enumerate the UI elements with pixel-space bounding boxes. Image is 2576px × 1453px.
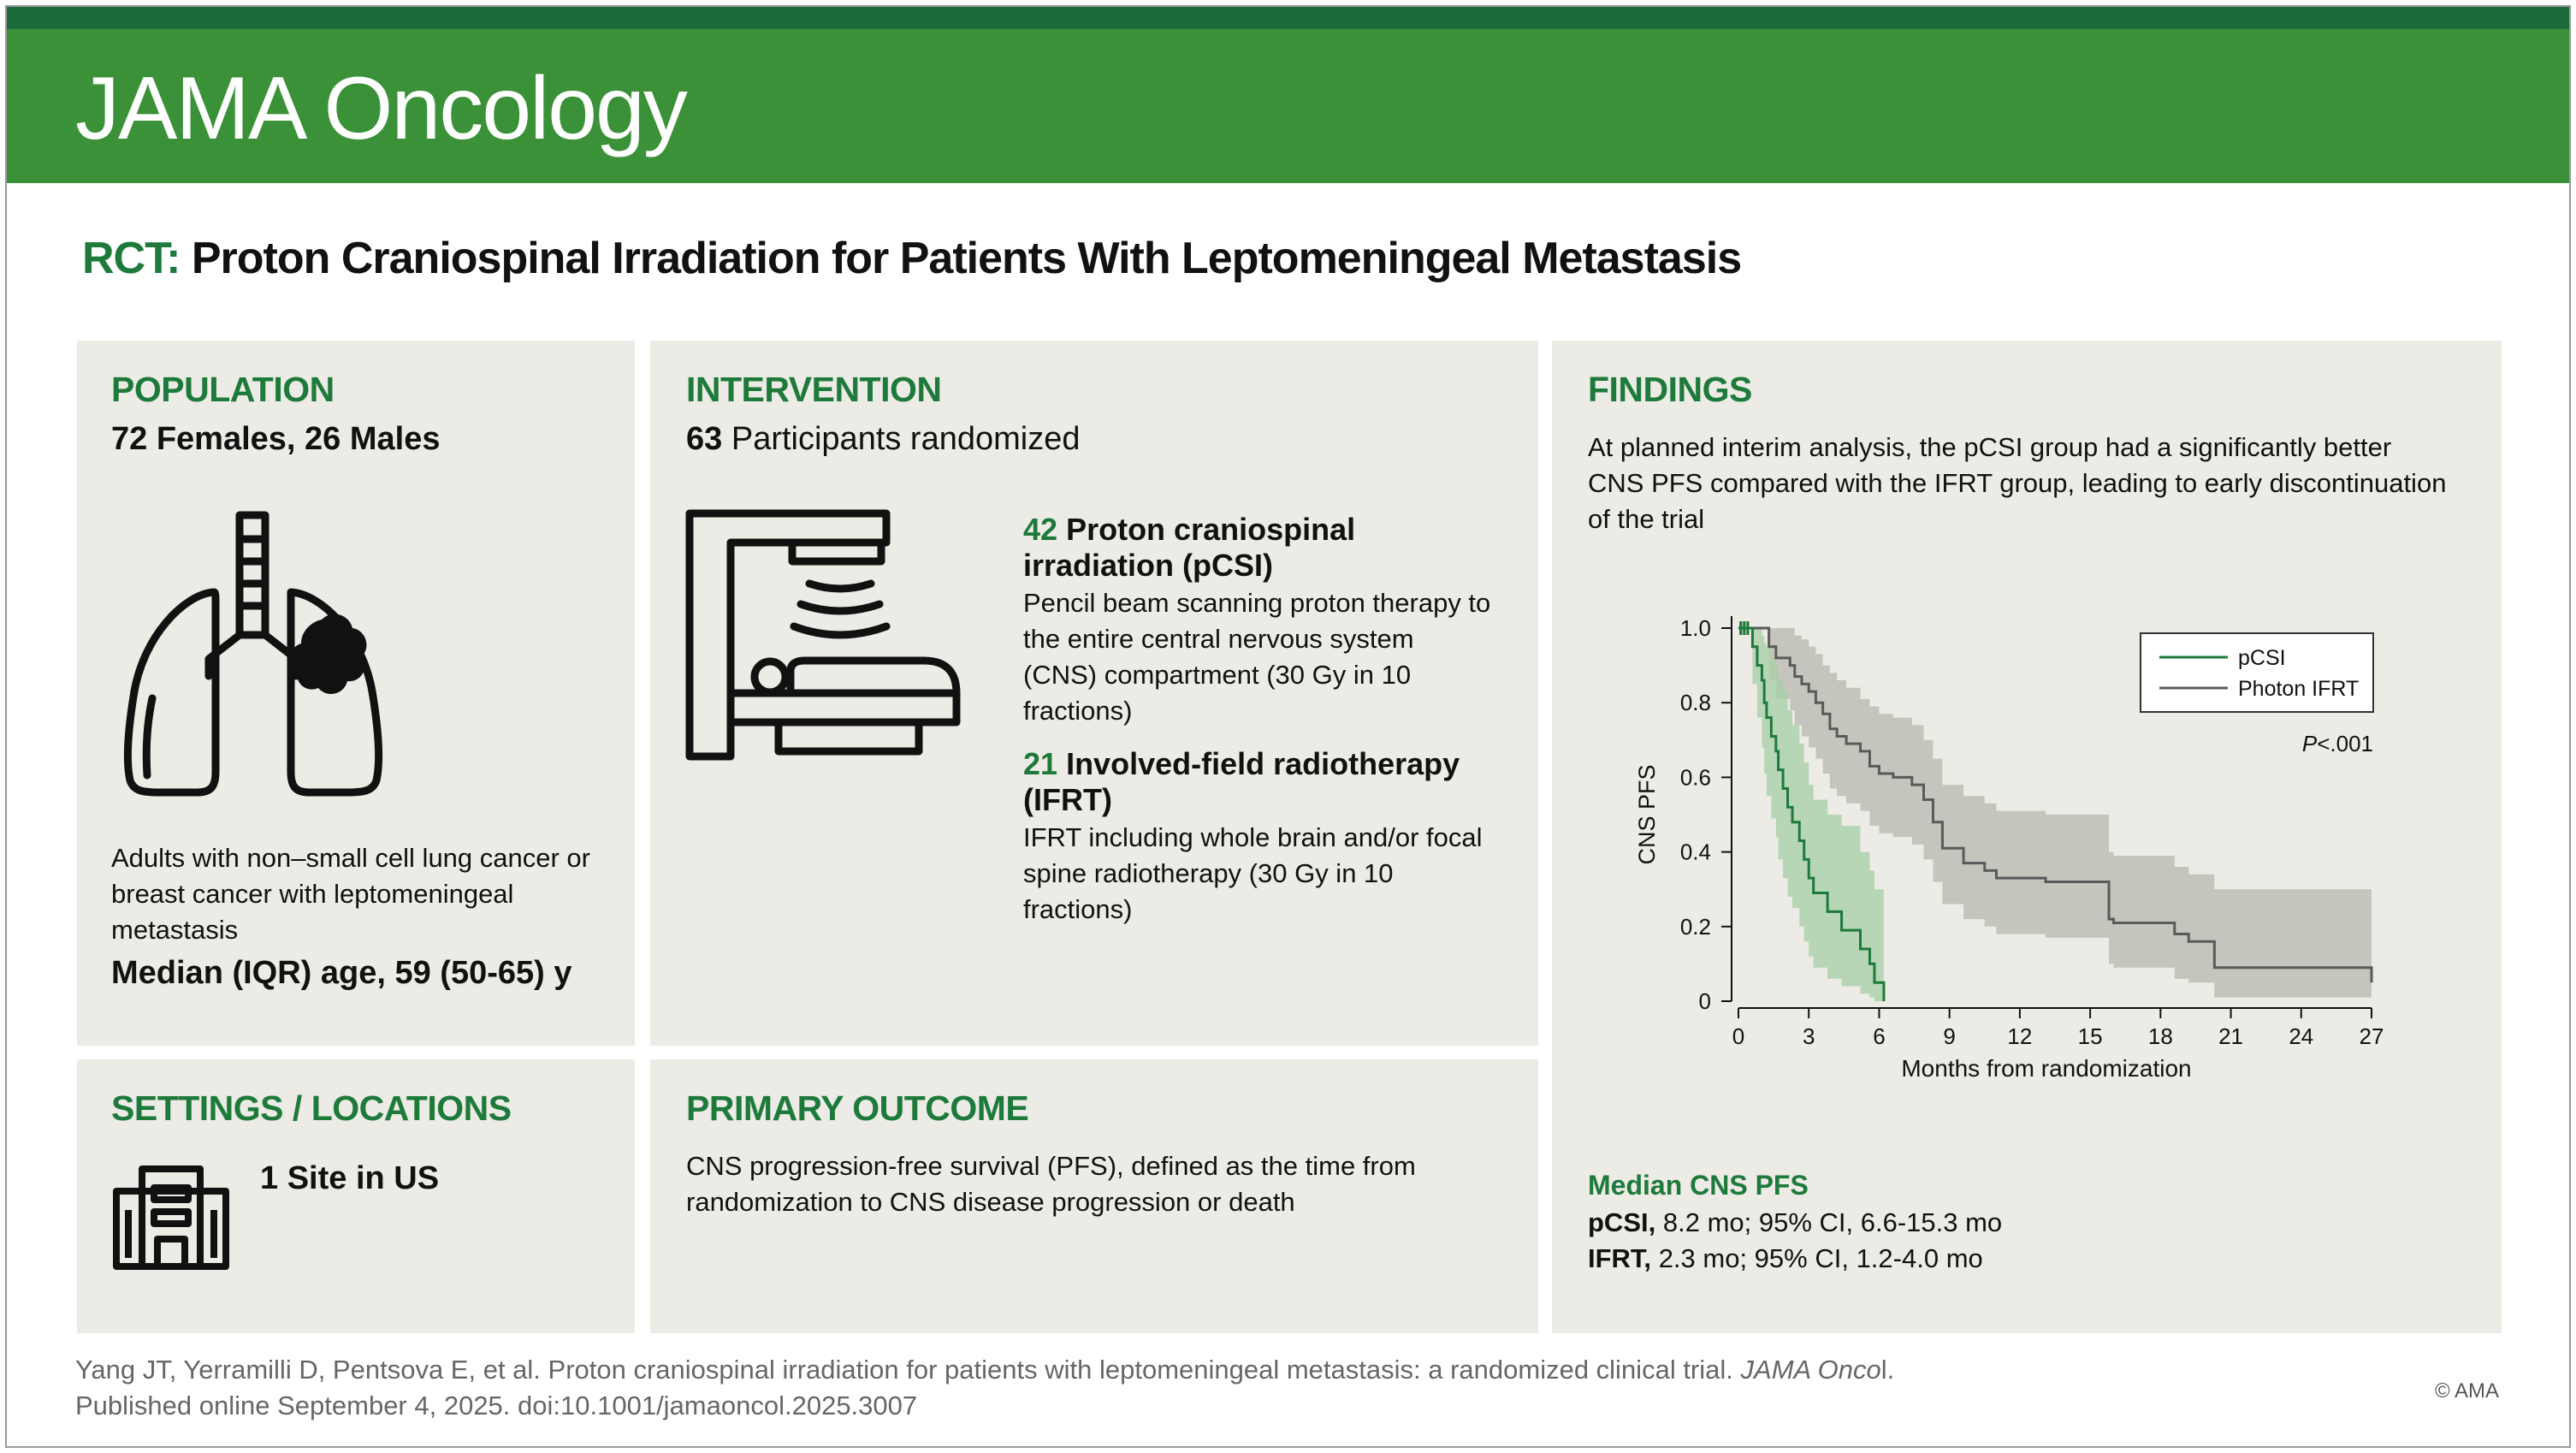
y-tick-label: 0.4 — [1680, 839, 1711, 865]
ifrt-label: IFRT, — [1588, 1243, 1652, 1273]
randomized-count: 63 — [686, 421, 723, 457]
hospital-building-icon — [113, 1165, 229, 1270]
median-pfs-ifrt: IFRT, 2.3 mo; 95% CI, 1.2-4.0 mo — [1588, 1241, 1983, 1277]
pcsi-value: 8.2 mo; 95% CI, 6.6-15.3 mo — [1662, 1207, 2003, 1237]
legend-pcsi-label: pCSI — [2238, 646, 2286, 670]
pcsi-label: pCSI, — [1588, 1207, 1656, 1237]
settings-heading: SETTINGS / LOCATIONS — [111, 1088, 512, 1128]
confidence-bands — [1738, 628, 2372, 1001]
arm2-title: 21 Involved-field radiotherapy (IFRT) — [1023, 746, 1502, 818]
arm2-name: Involved-field radiotherapy (IFRT) — [1023, 746, 1460, 817]
population-sex: 72 Females, 26 Males — [111, 421, 441, 457]
findings-panel: FINDINGS At planned interim analysis, th… — [1552, 341, 2502, 1333]
citation: Yang JT, Yerramilli D, Pentsova E, et al… — [75, 1352, 1894, 1424]
y-ticks: 0 0.2 0.4 0.6 0.8 1.0 — [1680, 615, 1732, 1014]
outcome-text: CNS progression-free survival (PFS), def… — [686, 1151, 1416, 1217]
legend-ifrt-label: Photon IFRT — [2238, 677, 2359, 701]
ifrt-value: 2.3 mo; 95% CI, 1.2-4.0 mo — [1658, 1243, 1983, 1273]
y-tick-label: 0.2 — [1680, 914, 1711, 940]
p-value-annotation: P<.001 — [2302, 731, 2373, 756]
x-tick-label: 6 — [1873, 1023, 1885, 1049]
tumor-shape — [290, 614, 367, 694]
y-axis-label: CNS PFS — [1634, 764, 1660, 864]
p-value-rest: <.001 — [2317, 731, 2373, 756]
photon-ifrt-curve — [1738, 626, 2373, 983]
arm1-name: Proton craniospinal irradiation (pCSI) — [1023, 512, 1356, 583]
x-tick-label: 27 — [2360, 1023, 2384, 1049]
arm2-count: 21 — [1023, 746, 1058, 781]
x-tick-label: 18 — [2148, 1023, 2173, 1049]
x-ticks: 0 3 6 9 12 15 18 21 24 27 — [1732, 1008, 2384, 1049]
findings-text: At planned interim analysis, the pCSI gr… — [1588, 432, 2447, 534]
y-tick-label: 0.8 — [1680, 690, 1711, 715]
citation-text: Yang JT, Yerramilli D, Pentsova E, et al… — [75, 1355, 1733, 1385]
randomized-label: Participants randomized — [731, 421, 1081, 457]
title-prefix: RCT: — [82, 234, 181, 283]
pcsi-ci-band — [1738, 628, 1884, 1001]
randomized-line: 63 Participants randomized — [686, 421, 1081, 457]
arm2-description: IFRT including whole brain and/or focal … — [1023, 822, 1483, 924]
survival-curves — [1738, 621, 2373, 1001]
citation-line1: Yang JT, Yerramilli D, Pentsova E, et al… — [75, 1352, 1894, 1388]
median-pfs-pcsi: pCSI, 8.2 mo; 95% CI, 6.6-15.3 mo — [1588, 1205, 2002, 1241]
top-accent-bar — [7, 7, 2569, 29]
x-tick-label: 0 — [1732, 1023, 1744, 1049]
journal-header: JAMA Oncology — [7, 29, 2569, 183]
arm1-description: Pencil beam scanning proton therapy to t… — [1023, 588, 1491, 726]
p-value-italic: P — [2302, 731, 2318, 756]
photon-ifrt-ci-band — [1738, 628, 2372, 998]
findings-heading: FINDINGS — [1588, 370, 1752, 409]
citation-journal-suffix: l. — [1880, 1355, 1895, 1385]
chart-axes — [1731, 616, 2372, 1009]
population-description: Adults with non–small cell lung cancer o… — [111, 843, 590, 945]
km-survival-chart: 0 0.2 0.4 0.6 0.8 1.0 0 3 6 9 12 15 18 21 24 27 CNS PF… — [1634, 615, 2384, 1082]
x-tick-label: 9 — [1943, 1023, 1955, 1049]
proton-therapy-machine-icon — [685, 509, 961, 761]
outcome-panel: PRIMARY OUTCOME CNS progression-free sur… — [650, 1059, 1538, 1333]
chart-legend: pCSI Photon IFRT — [2140, 632, 2374, 713]
intervention-panel: INTERVENTION 63 Participants randomized … — [650, 341, 1538, 1046]
citation-line2: Published online September 4, 2025. doi:… — [75, 1391, 918, 1420]
arm1-title: 42 Proton craniospinal irradiation (pCSI… — [1023, 512, 1502, 584]
population-age: Median (IQR) age, 59 (50-65) y — [111, 955, 572, 991]
legend-box — [2140, 632, 2374, 713]
y-tick-label: 0.6 — [1680, 764, 1711, 790]
lungs-with-tumor-icon — [123, 511, 383, 797]
title-text: Proton Craniospinal Irradiation for Pati… — [191, 234, 1742, 283]
x-tick-label: 12 — [2007, 1023, 2032, 1049]
median-pfs-heading: Median CNS PFS — [1588, 1170, 1809, 1201]
x-axis-label: Months from randomization — [1901, 1055, 2191, 1082]
x-tick-label: 3 — [1803, 1023, 1815, 1049]
population-panel: POPULATION 72 Females, 26 Males Adults w… — [77, 341, 635, 1046]
x-tick-label: 21 — [2218, 1023, 2243, 1049]
arm1-count: 42 — [1023, 512, 1058, 547]
x-tick-label: 24 — [2289, 1023, 2313, 1049]
settings-sites: 1 Site in US — [260, 1160, 440, 1196]
y-tick-label: 1.0 — [1680, 615, 1711, 641]
copyright: © AMA — [2434, 1379, 2499, 1403]
y-tick-label: 0 — [1699, 988, 1711, 1014]
settings-panel: SETTINGS / LOCATIONS 1 Site in US — [77, 1059, 635, 1333]
journal-name: JAMA Oncology — [75, 59, 688, 158]
citation-journal: JAMA Onco — [1740, 1355, 1881, 1385]
outcome-heading: PRIMARY OUTCOME — [686, 1088, 1029, 1128]
page-title: RCT: Proton Craniospinal Irradiation for… — [82, 233, 1742, 284]
population-heading: POPULATION — [111, 370, 335, 409]
pcsi-curve — [1738, 626, 1886, 1001]
intervention-heading: INTERVENTION — [686, 370, 942, 409]
x-tick-label: 15 — [2078, 1023, 2103, 1049]
